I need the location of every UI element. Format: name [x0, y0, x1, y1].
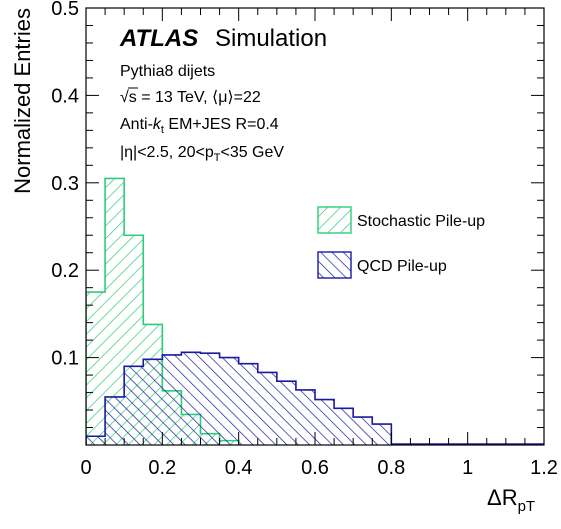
bar — [276, 381, 296, 445]
info-generator: Pythia8 dijets — [120, 63, 215, 80]
legend-label-stochastic: Stochastic Pile-up — [357, 213, 485, 230]
simulation-label: Simulation — [215, 25, 327, 52]
x-tick-label: 1.2 — [530, 457, 558, 479]
y-tick-label: 0.3 — [51, 173, 79, 195]
legend-label-qcd: QCD Pile-up — [357, 258, 447, 275]
legend-swatch-stochastic — [317, 206, 352, 234]
bar — [219, 357, 239, 445]
info-energy: √s = 13 TeV, ⟨μ⟩=22 — [120, 89, 261, 106]
x-tick-label: 0 — [80, 457, 91, 479]
x-tick-label: 0.8 — [377, 457, 405, 479]
bar — [105, 396, 125, 445]
y-tick-label: 0.1 — [51, 348, 79, 370]
bar — [124, 366, 144, 445]
bar — [86, 436, 106, 445]
info-selection: |η|<2.5, 20<pT<35 GeV — [120, 144, 284, 164]
bar — [238, 363, 258, 445]
info-algorithm: Anti-kt EM+JES R=0.4 — [120, 116, 279, 136]
bar — [86, 292, 106, 445]
bar — [162, 354, 182, 445]
x-axis-label: ΔRpT — [487, 485, 535, 515]
experiment-label: ATLAS — [119, 25, 198, 52]
bar — [353, 417, 373, 445]
bar — [257, 372, 277, 445]
x-tick-label: 0.4 — [225, 457, 253, 479]
legend: Stochastic Pile-up QCD Pile-up — [317, 206, 485, 279]
y-tick-label: 0.4 — [51, 85, 79, 107]
y-tick-label: 0.2 — [51, 260, 79, 282]
series-1 — [86, 351, 544, 445]
x-tick-label: 1 — [462, 457, 473, 479]
bar — [372, 424, 392, 445]
bar — [200, 353, 220, 445]
y-axis-label: Normalized Entries — [10, 8, 35, 194]
bar — [315, 399, 335, 445]
bar — [181, 352, 201, 445]
bar — [105, 178, 125, 445]
bar — [143, 359, 163, 445]
legend-swatch-qcd — [317, 251, 352, 279]
bar — [334, 408, 354, 445]
y-tick-label: 0.5 — [51, 0, 79, 20]
x-tick-label: 0.2 — [148, 457, 176, 479]
series-outline — [86, 351, 393, 445]
bar — [295, 389, 315, 445]
x-tick-label: 0.6 — [301, 457, 329, 479]
